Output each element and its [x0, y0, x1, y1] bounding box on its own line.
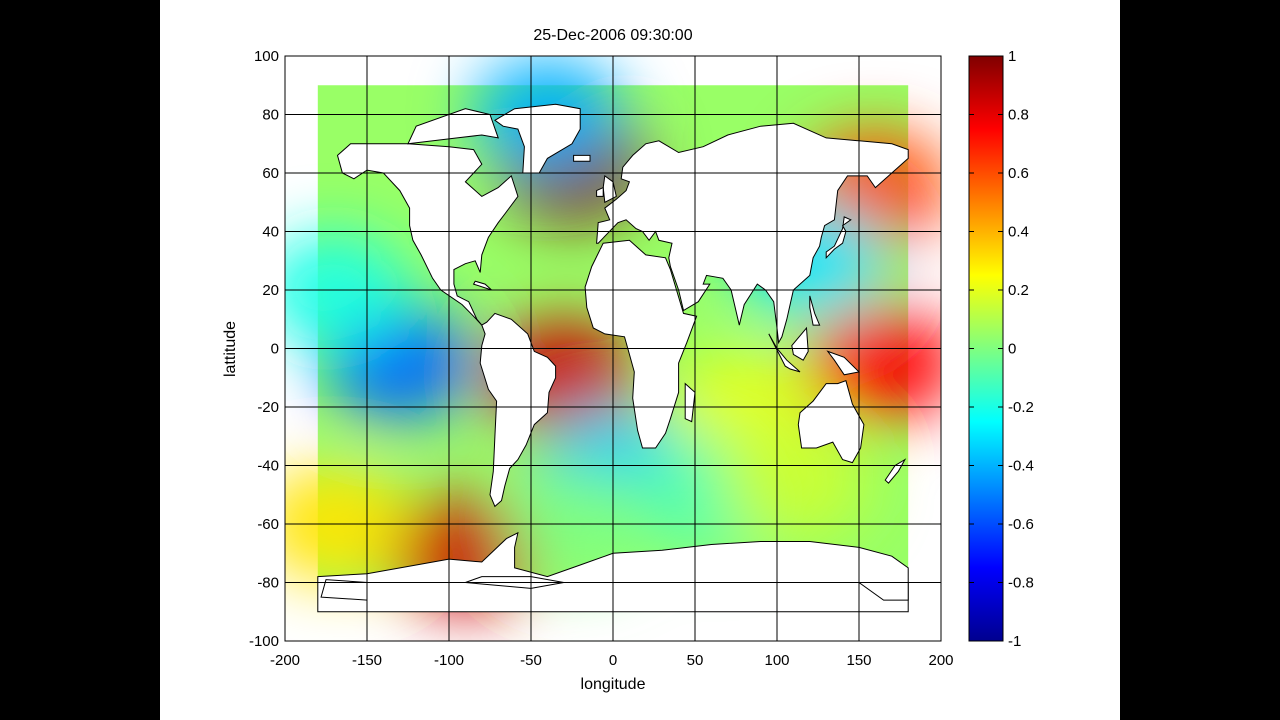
y-tick-label: -60 — [257, 516, 279, 533]
colorbar-tick-label: -0.6 — [1008, 516, 1034, 533]
y-tick-label: 0 — [271, 341, 279, 358]
colorbar-tick-label: 0.4 — [1008, 224, 1029, 241]
colorbar-tick-label: -0.8 — [1008, 575, 1034, 592]
colorbar-tick-label: -0.2 — [1008, 399, 1034, 416]
x-tick-label: 100 — [764, 652, 789, 669]
x-tick-label: 0 — [609, 652, 617, 669]
land-mass — [809, 295, 821, 326]
y-tick-label: 80 — [262, 107, 279, 124]
x-axis-ticks: -200 -150 -100 -50 0 50 100 150 200 — [270, 652, 954, 669]
colorbar-tick-label: 0.2 — [1008, 282, 1029, 299]
colorbar-tick-label: -0.4 — [1008, 458, 1034, 475]
y-tick-label: 100 — [254, 48, 279, 65]
land-mass — [472, 280, 492, 291]
x-tick-label: -50 — [520, 652, 542, 669]
land-mass — [826, 350, 861, 376]
y-tick-label: 20 — [262, 282, 279, 299]
land-mass — [493, 103, 581, 174]
y-tick-label: 60 — [262, 165, 279, 182]
x-tick-label: 50 — [687, 652, 704, 669]
colorbar-tick-label: 1 — [1008, 48, 1016, 65]
land-mass — [791, 326, 809, 361]
land-mass — [596, 122, 909, 345]
y-tick-label: 40 — [262, 224, 279, 241]
colorbar — [968, 55, 1004, 642]
land-mass — [573, 154, 591, 162]
x-axis-label: longitude — [581, 676, 646, 693]
y-tick-label: -40 — [257, 458, 279, 475]
y-axis-ticks: 100 80 60 40 20 0 -20 -40 -60 -80 -100 — [249, 48, 279, 650]
land-mass — [407, 108, 499, 145]
colorbar-tick-label: 0.8 — [1008, 107, 1029, 124]
colorbar-ticks: 1 0.8 0.6 0.4 0.2 0 -0.2 -0.4 -0.6 -0.8 -1 — [969, 48, 1034, 650]
land-mass — [596, 186, 604, 197]
y-tick-label: -80 — [257, 575, 279, 592]
colorbar-tick-label: 0.6 — [1008, 165, 1029, 182]
land-mass — [825, 216, 852, 260]
land-mass — [797, 380, 865, 464]
chart-figure: 25-Dec-2006 09:30:00 -200 -150 -100 -50 0 50 1… — [222, 27, 1034, 693]
field-feature — [718, 422, 869, 539]
chart-title: 25-Dec-2006 09:30:00 — [533, 27, 692, 44]
x-tick-label: -150 — [352, 652, 382, 669]
colorbar-tick-label: 0 — [1008, 341, 1016, 358]
y-tick-label: -20 — [257, 399, 279, 416]
x-tick-label: 200 — [928, 652, 953, 669]
colorbar-tick-label: -1 — [1008, 633, 1021, 650]
x-tick-label: -200 — [270, 652, 300, 669]
plot-frame — [284, 55, 942, 642]
figure-canvas: 25-Dec-2006 09:30:00 -200 -150 -100 -50 0 50 1… — [160, 0, 1120, 720]
land-mass — [479, 312, 557, 508]
land-mass — [336, 143, 519, 326]
x-tick-label: 150 — [846, 652, 871, 669]
y-tick-label: -100 — [249, 633, 279, 650]
y-axis-label: lattitude — [222, 321, 239, 377]
x-tick-label: -100 — [434, 652, 464, 669]
